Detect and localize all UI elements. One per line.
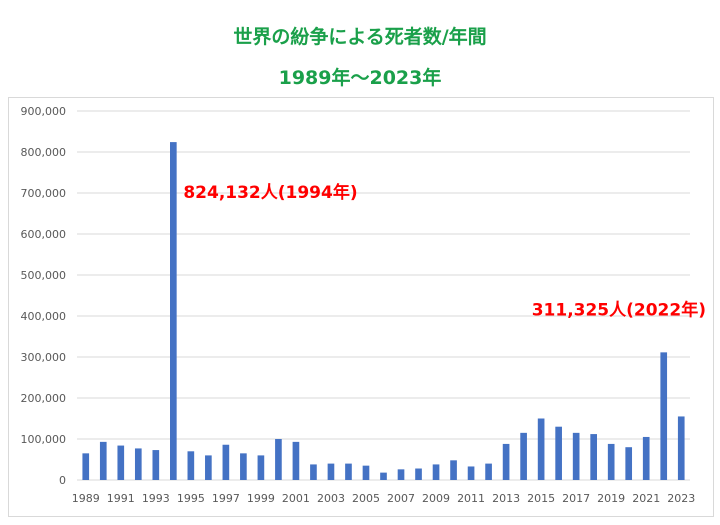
bar-2010	[450, 460, 457, 480]
bar-1993	[152, 450, 160, 480]
bar-1997	[222, 444, 230, 480]
bar-2000	[275, 439, 282, 480]
x-tick-label: 1995	[177, 492, 205, 505]
y-tick-label: 300,000	[21, 351, 67, 364]
gridlines	[77, 110, 690, 481]
y-tick-label: 0	[59, 474, 66, 487]
bar-2018	[590, 434, 597, 480]
y-tick-label: 500,000	[21, 269, 67, 282]
bar-2009	[432, 464, 440, 480]
y-tick-label: 600,000	[21, 228, 67, 241]
bar-2003	[327, 463, 335, 480]
bar-1991	[117, 445, 125, 480]
bar-1992	[134, 448, 142, 480]
y-tick-label: 400,000	[21, 310, 67, 323]
bar-1989	[82, 453, 90, 480]
bar-1998	[240, 453, 247, 480]
bar-2002	[310, 464, 317, 480]
bar-1999	[257, 455, 265, 480]
y-tick-label: 100,000	[21, 433, 67, 446]
bar-2007	[397, 469, 405, 480]
x-tick-label: 1999	[247, 492, 275, 505]
chart-subtitle: 1989年～2023年	[278, 67, 442, 89]
bar-2014	[520, 432, 527, 480]
x-tick-label: 2005	[352, 492, 380, 505]
x-tick-label: 2023	[667, 492, 695, 505]
bar-2008	[415, 468, 422, 480]
bar-2013	[502, 443, 510, 480]
bar-2017	[572, 432, 580, 480]
bar-2011	[467, 466, 475, 480]
bars	[82, 142, 685, 480]
y-tick-label: 900,000	[21, 105, 67, 118]
bar-2020	[625, 447, 633, 480]
bar-2023	[677, 416, 685, 480]
x-tick-label: 1993	[142, 492, 170, 505]
x-tick-label: 2015	[527, 492, 555, 505]
x-tick-label: 1997	[212, 492, 240, 505]
x-tick-label: 2007	[387, 492, 415, 505]
x-tick-label: 1991	[107, 492, 135, 505]
x-tick-label: 2017	[562, 492, 590, 505]
bar-2006	[380, 472, 387, 480]
bar-2004	[345, 463, 352, 480]
x-tick-label: 2013	[492, 492, 520, 505]
x-tick-label: 2019	[597, 492, 625, 505]
x-tick-label: 1989	[72, 492, 100, 505]
x-tick-label: 2009	[422, 492, 450, 505]
x-tick-label: 2001	[282, 492, 310, 505]
plot-area-frame	[8, 97, 714, 517]
bar-1996	[205, 455, 212, 480]
x-tick-label: 2011	[457, 492, 485, 505]
bar-1995	[187, 451, 195, 480]
bar-2022	[660, 352, 668, 480]
y-tick-label: 200,000	[21, 392, 67, 405]
bar-2021	[642, 436, 650, 480]
bar-2016	[555, 426, 562, 480]
bar-2015	[537, 418, 545, 480]
chart-title: 世界の紛争による死者数/年間	[233, 26, 487, 48]
x-tick-label: 2021	[632, 492, 660, 505]
bar-1994	[170, 142, 177, 480]
y-tick-label: 700,000	[21, 187, 67, 200]
annotation-label: 311,325人(2022年)	[532, 299, 706, 320]
bar-1990	[99, 441, 107, 480]
annotation-label: 824,132人(1994年)	[183, 182, 357, 203]
y-tick-label: 800,000	[21, 146, 67, 159]
bar-2001	[292, 441, 300, 480]
bar-2019	[607, 443, 615, 480]
x-axis-ticks: 1989 1991 1993 1995 1997 1999 2001 2003 2005 2007…	[72, 492, 695, 505]
y-axis-ticks: 0 100,000 200,000 300,000 400,000 500,000 600,…	[21, 105, 67, 487]
x-tick-label: 2003	[317, 492, 345, 505]
annotations: 824,132人(1994年) 311,325人(2022年)	[183, 182, 706, 320]
bar-2005	[362, 465, 370, 480]
bar-2012	[485, 463, 492, 480]
